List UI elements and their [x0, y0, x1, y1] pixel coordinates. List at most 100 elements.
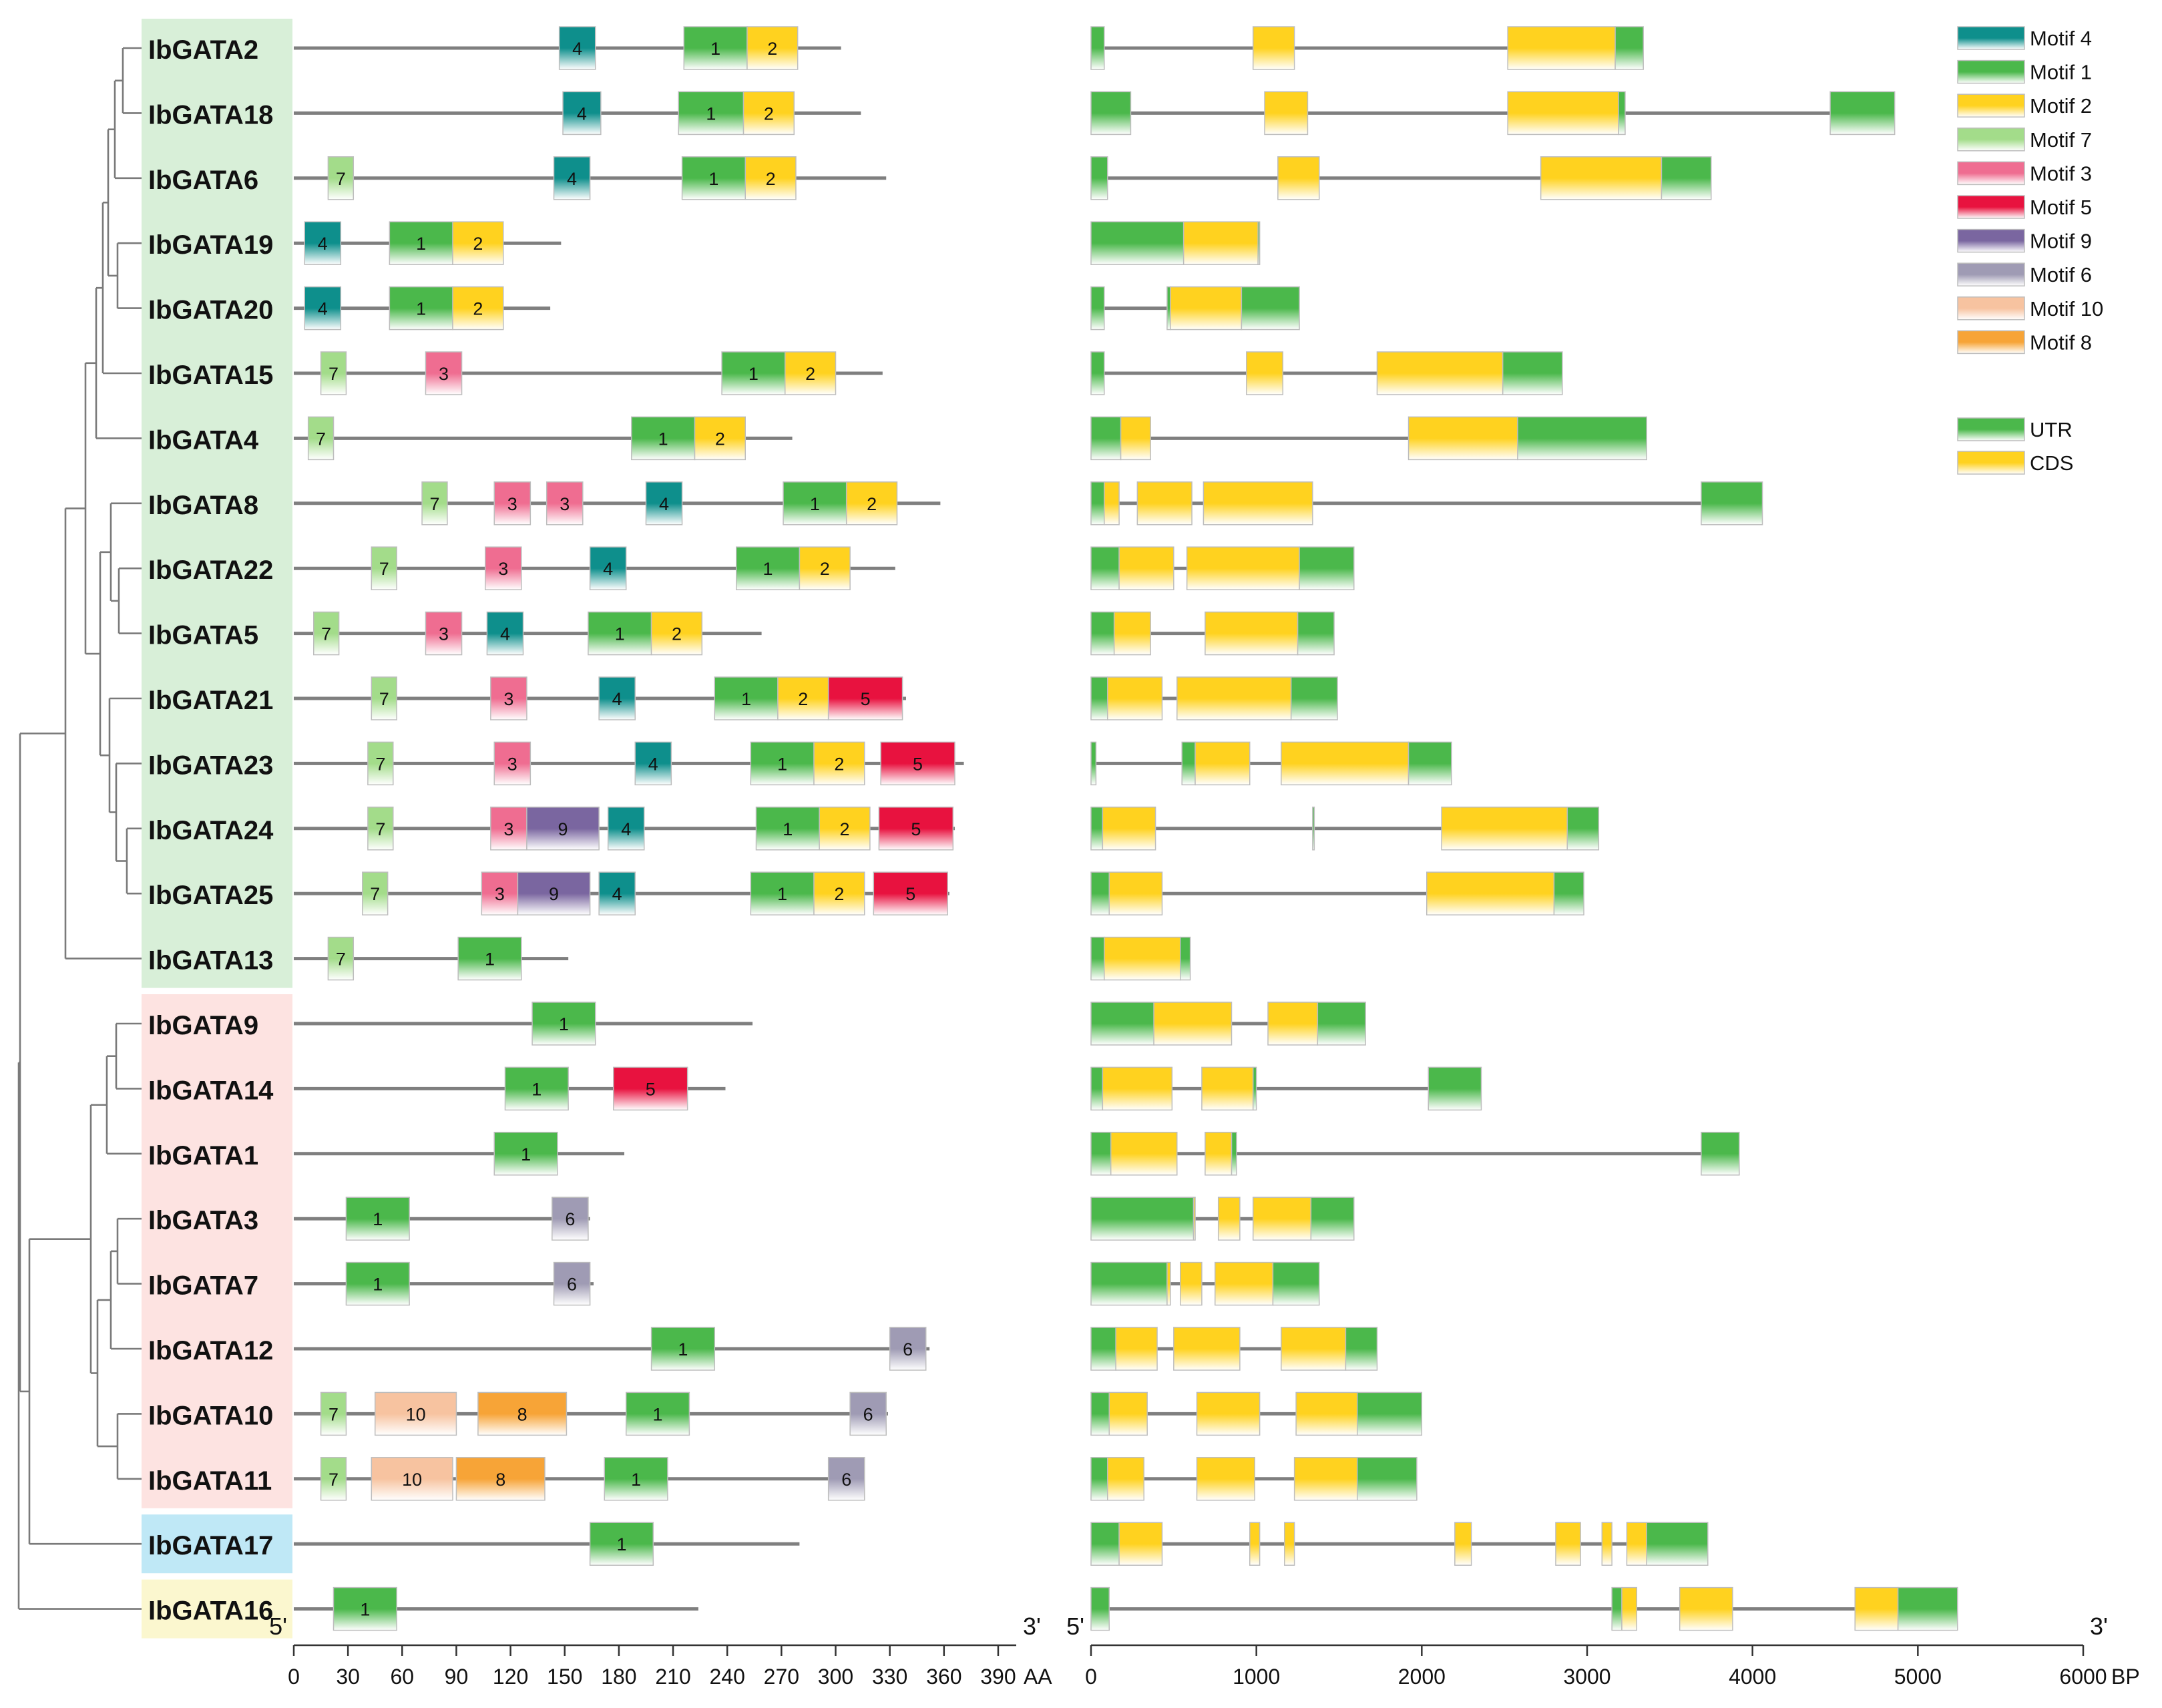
gene-name: IbGATA21 [148, 686, 273, 715]
motif-label: 7 [375, 754, 385, 774]
motif-label: 6 [903, 1339, 913, 1359]
motif-box [526, 807, 600, 851]
motif-box [333, 1586, 397, 1631]
axis-5-prime: 5' [1066, 1613, 1084, 1640]
utr-block [1310, 1197, 1355, 1241]
motif-label: 2 [840, 819, 850, 839]
motif-label: 4 [500, 624, 510, 644]
cds-block [1176, 676, 1292, 720]
motif-label: 2 [820, 559, 830, 579]
axis-tick-label: 6000 [2059, 1665, 2107, 1689]
motif-box [625, 1392, 690, 1436]
utr-block [1317, 1002, 1366, 1046]
cds-block [1540, 156, 1663, 200]
legend-swatch [1957, 330, 2025, 355]
motif-box [484, 546, 522, 590]
motif-label: 5 [905, 884, 915, 904]
motif-box [889, 1327, 927, 1371]
gene-name: IbGATA18 [148, 100, 273, 130]
motif-label: 1 [653, 1404, 663, 1424]
motif-box [819, 807, 871, 851]
cds-block [1284, 1522, 1295, 1566]
protein-axis: 0 30 60 90 120 150 180 210 240 270 300 330 360 390 5' 3… [269, 1613, 1052, 1689]
motif-box [873, 871, 948, 915]
motif-box [634, 741, 672, 786]
cds-block [1166, 1261, 1171, 1306]
subfamily-band-C [142, 1514, 292, 1574]
utr-block [1090, 286, 1105, 331]
cds-block [1118, 546, 1174, 590]
gene-row: IbGATA13 7 1 [148, 936, 1191, 981]
motif-box [481, 871, 519, 915]
gene-row: IbGATA5 7 3 4 1 2 [148, 611, 1335, 656]
motif-box [531, 1002, 596, 1046]
gene-name: IbGATA23 [148, 751, 273, 780]
axis-unit: AA [1024, 1665, 1052, 1689]
motif-label: 1 [615, 624, 625, 644]
motif-label: 6 [565, 1209, 575, 1229]
gene-name: IbGATA7 [148, 1271, 258, 1301]
motif-label: 3 [503, 689, 513, 709]
cds-block [1173, 1327, 1241, 1371]
legend-swatch [1957, 296, 2025, 321]
motif-box [742, 91, 795, 136]
motif-box [327, 156, 355, 200]
motif-label: 7 [370, 884, 380, 904]
cds-block [1601, 1522, 1612, 1566]
motif-box [650, 611, 703, 656]
cds-block [1203, 481, 1313, 525]
motif-label: 7 [321, 624, 331, 644]
motif-label: 7 [375, 819, 385, 839]
motif-label: 9 [549, 884, 559, 904]
legend: Motif 4 Motif 1 Motif 2 Motif 7 Motif 3 Motif… [1957, 26, 2103, 475]
utr-block [1179, 936, 1191, 981]
cds-block [1102, 807, 1156, 851]
gene-row: IbGATA7 1 6 [148, 1261, 1320, 1306]
legend-label: Motif 6 [2030, 263, 2092, 286]
motif-box [813, 741, 865, 786]
motif-label: 2 [766, 169, 776, 189]
axis-tick-label: 30 [336, 1665, 360, 1689]
utr-block [1090, 416, 1122, 461]
cds-block [1295, 1392, 1358, 1436]
motif-label: 2 [672, 624, 682, 644]
axis-3-prime: 3' [1023, 1613, 1041, 1640]
gene-name: IbGATA8 [148, 491, 258, 520]
utr-block [1090, 1002, 1154, 1046]
motif-box [371, 676, 397, 720]
gene-row: IbGATA21 7 3 4 1 2 5 [148, 676, 1338, 720]
motif-box [421, 481, 448, 525]
gene-name: IbGATA4 [148, 425, 259, 455]
motif-label: 2 [798, 689, 808, 709]
subfamily-band-A [142, 19, 292, 988]
gene-row: IbGATA20 4 1 2 [148, 286, 1300, 331]
motif-box [517, 871, 591, 915]
cds-block [1507, 91, 1619, 136]
motif-label: 3 [507, 494, 517, 514]
motif-label: 4 [659, 494, 669, 514]
gene-row: IbGATA25 7 3 9 4 1 2 5 [148, 871, 1584, 915]
utr-block [1356, 1392, 1423, 1436]
motif-label: 1 [708, 169, 718, 189]
motif-box [304, 286, 342, 331]
motif-label: 1 [706, 103, 716, 124]
gene-row: IbGATA3 1 6 [148, 1197, 1355, 1241]
motif-box [493, 741, 531, 786]
utr-block [1566, 807, 1600, 851]
cds-block [1454, 1522, 1472, 1566]
motif-box [683, 26, 748, 70]
motif-label: 2 [834, 754, 844, 774]
motif-label: 1 [360, 1600, 370, 1620]
gene-name: IbGATA17 [148, 1531, 273, 1560]
axis-tick-label: 0 [1085, 1665, 1097, 1689]
cds-block [1217, 1197, 1241, 1241]
utr-block [1345, 1327, 1378, 1371]
motif-box [389, 286, 453, 331]
cds-block [1252, 1197, 1312, 1241]
utr-block [1090, 26, 1105, 70]
gene-row: IbGATA12 1 6 [148, 1327, 1378, 1371]
motif-label: 3 [439, 364, 449, 384]
utr-block [1297, 611, 1335, 656]
utr-block [1897, 1586, 1958, 1631]
utr-block [1272, 1261, 1320, 1306]
